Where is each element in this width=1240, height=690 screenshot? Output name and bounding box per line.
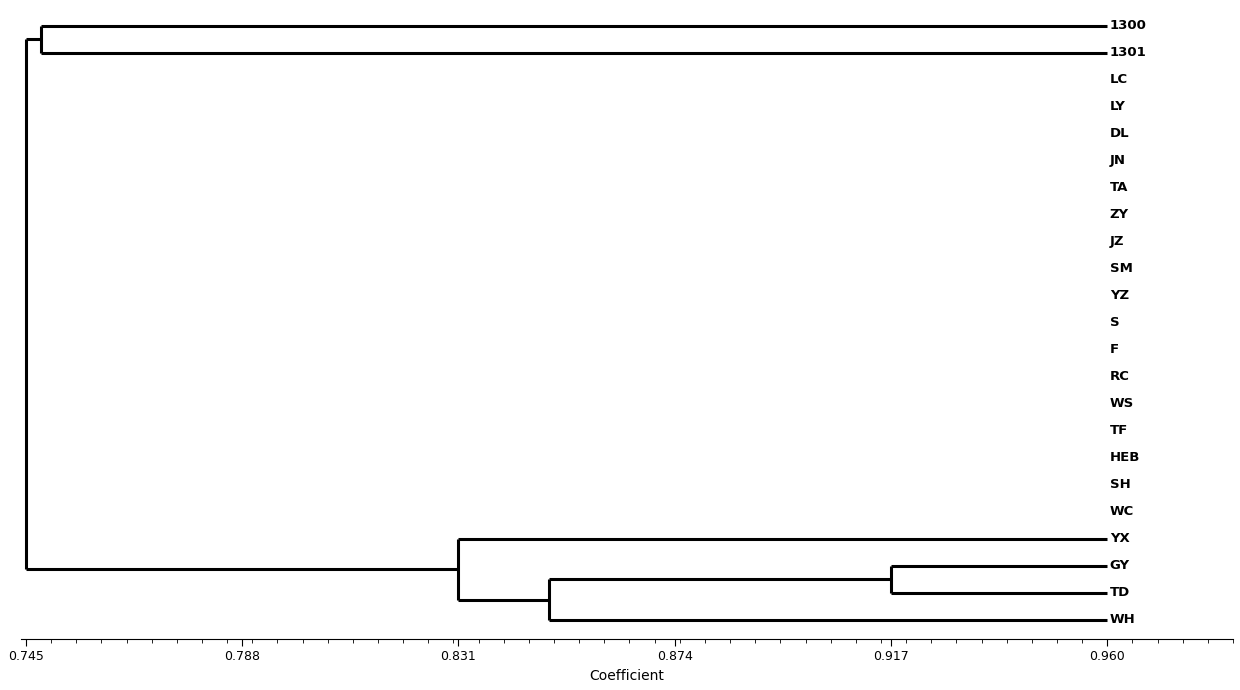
- Text: WS: WS: [1110, 397, 1135, 411]
- Text: WH: WH: [1110, 613, 1136, 627]
- Text: 1301: 1301: [1110, 46, 1147, 59]
- Text: S: S: [1110, 316, 1120, 329]
- Text: JN: JN: [1110, 155, 1126, 168]
- Text: TF: TF: [1110, 424, 1128, 437]
- Text: RC: RC: [1110, 371, 1130, 384]
- Text: GY: GY: [1110, 560, 1130, 572]
- Text: SH: SH: [1110, 478, 1131, 491]
- Text: TD: TD: [1110, 586, 1130, 600]
- X-axis label: Coefficient: Coefficient: [589, 669, 665, 683]
- Text: SM: SM: [1110, 262, 1132, 275]
- Text: TA: TA: [1110, 181, 1128, 195]
- Text: 1300: 1300: [1110, 19, 1147, 32]
- Text: JZ: JZ: [1110, 235, 1125, 248]
- Text: YX: YX: [1110, 532, 1130, 545]
- Text: LC: LC: [1110, 73, 1128, 86]
- Text: YZ: YZ: [1110, 289, 1128, 302]
- Text: ZY: ZY: [1110, 208, 1128, 221]
- Text: HEB: HEB: [1110, 451, 1141, 464]
- Text: LY: LY: [1110, 100, 1126, 113]
- Text: WC: WC: [1110, 505, 1135, 518]
- Text: DL: DL: [1110, 128, 1130, 140]
- Text: F: F: [1110, 344, 1118, 356]
